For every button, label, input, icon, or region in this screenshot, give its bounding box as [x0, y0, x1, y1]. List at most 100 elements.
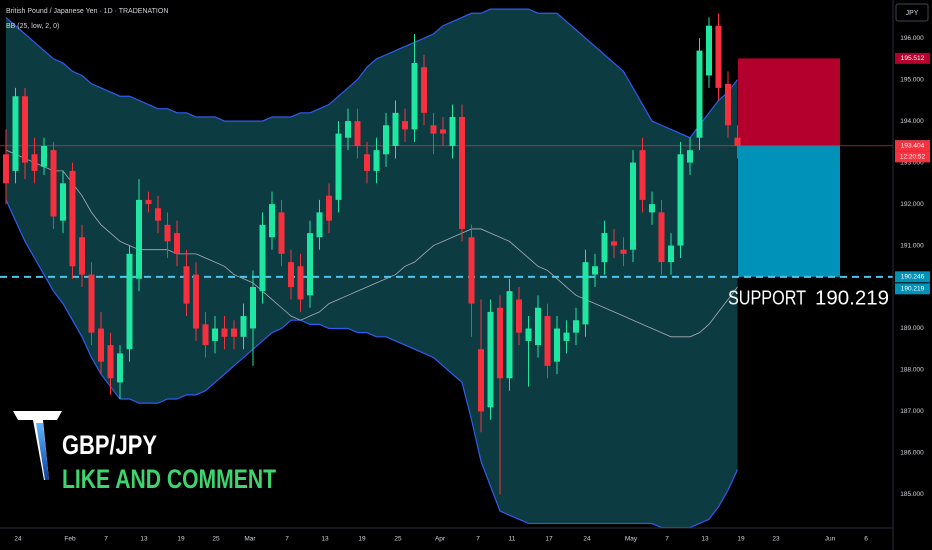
candle-body — [440, 129, 446, 134]
candle-body — [364, 154, 370, 171]
band-upper — [5, 8, 738, 139]
currency-box[interactable] — [895, 3, 929, 22]
x-tick-label: 17 — [545, 536, 553, 543]
x-tick-label: Feb — [64, 536, 76, 543]
logo — [13, 411, 62, 480]
y-tick-label: 187.000 — [900, 408, 924, 415]
y-tick-label: 191.000 — [900, 242, 924, 249]
candle-body — [174, 233, 180, 254]
candle-body — [326, 195, 332, 221]
candle-body — [297, 266, 304, 300]
candle-body — [240, 316, 247, 337]
logo-blue — [36, 423, 49, 480]
candle-body — [535, 307, 541, 346]
y-tick-label: 186.000 — [900, 450, 924, 457]
candle-body — [278, 212, 285, 254]
candle-body — [41, 145, 47, 167]
candle-body — [411, 63, 418, 130]
candle-body — [250, 287, 256, 329]
candle-body — [639, 150, 646, 200]
candle-body — [155, 208, 161, 221]
candle-body — [373, 150, 380, 171]
candle-body — [31, 154, 38, 171]
candle-body — [725, 83, 731, 126]
candle-body — [544, 316, 551, 366]
last-price-tag: 193.404 — [901, 143, 925, 150]
currency-label[interactable]: JPY — [906, 10, 919, 17]
band-lower — [5, 199, 739, 528]
candle-body — [734, 137, 741, 146]
candle-body — [677, 154, 684, 246]
candle-body — [668, 245, 674, 263]
y-tick-label: 196.000 — [900, 35, 924, 42]
candle-body — [136, 199, 142, 279]
candle-body — [449, 116, 456, 146]
x-tick-label: 11 — [509, 536, 516, 543]
x-tick-label: 24 — [14, 536, 22, 543]
candle-body — [506, 291, 513, 379]
candle-body — [88, 274, 95, 333]
last-price-tag-bg — [895, 140, 930, 152]
candle-body — [421, 67, 427, 113]
candle-body — [164, 224, 171, 242]
candle-body — [383, 125, 389, 155]
indicator-label: BB (25, low, 2, 0) — [6, 23, 59, 30]
candle-body — [50, 150, 57, 217]
candle-body — [231, 328, 237, 337]
candle-body — [12, 96, 19, 171]
y-tick-label: 195.000 — [900, 76, 924, 83]
x-tick-label: Mar — [244, 536, 256, 543]
band-basis — [5, 149, 738, 338]
candle-body — [582, 262, 589, 325]
y-tick-label: 188.000 — [900, 367, 924, 374]
candle-body — [649, 204, 655, 213]
x-tick-label: 23 — [772, 536, 780, 543]
x-tick-label: 19 — [177, 536, 185, 543]
band-fill — [6, 9, 738, 528]
candle-body — [307, 233, 313, 296]
support-tag: 190.219 — [901, 286, 925, 293]
candle-body — [696, 50, 703, 138]
candle-body — [392, 112, 399, 146]
plot-area — [0, 8, 893, 528]
candle-body — [117, 353, 123, 383]
call-to-action: LIKE AND COMMENT — [62, 464, 276, 494]
x-tick-label: 24 — [583, 536, 591, 543]
stop-tag-bg — [895, 52, 930, 64]
candle-body — [22, 96, 28, 163]
y-tick-label: 189.000 — [900, 325, 924, 332]
candle-body — [60, 183, 66, 221]
x-tick-label: 25 — [212, 536, 220, 543]
candle-body — [98, 328, 104, 362]
candle-body — [259, 224, 266, 292]
x-tick-label: 7 — [665, 536, 669, 543]
countdown-bg — [895, 151, 930, 163]
candle-body — [630, 162, 636, 250]
x-tick-label: Jun — [825, 536, 836, 543]
x-tick-label: 19 — [358, 536, 366, 543]
candle-body — [126, 253, 133, 350]
target-tag-bg — [895, 271, 930, 283]
candle-body — [487, 311, 494, 408]
candle-body — [202, 324, 209, 346]
x-tick-label: 25 — [394, 536, 402, 543]
candle-body — [3, 154, 9, 184]
candle-body — [525, 328, 532, 341]
chart-title: British Pound / Japanese Yen · 1D · TRAD… — [6, 8, 168, 15]
candle-body — [345, 121, 351, 138]
candle-body — [69, 170, 76, 267]
candle-body — [620, 249, 627, 254]
x-tick-label: 13 — [701, 536, 709, 543]
support-label: SUPPORT — [728, 287, 806, 309]
countdown: 12:20:52 — [900, 154, 926, 161]
y-tick-label: 194.000 — [900, 118, 924, 125]
target-tag: 190.246 — [901, 274, 925, 281]
candle-body — [563, 332, 570, 341]
candle-body — [183, 266, 190, 304]
x-tick-label: May — [625, 536, 638, 543]
x-tick-label: 7 — [104, 536, 108, 543]
x-tick-label: Apr — [435, 536, 446, 543]
candle-body — [592, 266, 598, 275]
y-tick-label: 192.000 — [900, 201, 924, 208]
y-tick-label: 185.000 — [900, 491, 924, 498]
